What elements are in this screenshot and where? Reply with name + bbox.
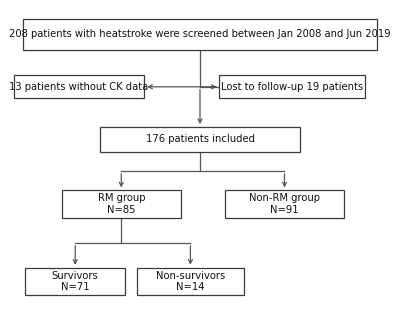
FancyBboxPatch shape [100,127,300,152]
FancyBboxPatch shape [14,75,144,99]
FancyBboxPatch shape [23,19,377,50]
FancyBboxPatch shape [25,268,125,296]
FancyBboxPatch shape [137,268,244,296]
Text: 176 patients included: 176 patients included [146,134,254,144]
FancyBboxPatch shape [62,190,181,218]
Text: Non-survivors
N=14: Non-survivors N=14 [156,271,225,292]
Text: 13 patients without CK data: 13 patients without CK data [10,82,149,92]
FancyBboxPatch shape [225,190,344,218]
Text: Survivors
N=71: Survivors N=71 [52,271,98,292]
Text: Lost to follow-up 19 patients: Lost to follow-up 19 patients [221,82,363,92]
Text: Non-RM group
N=91: Non-RM group N=91 [249,194,320,215]
FancyBboxPatch shape [219,75,365,99]
Text: 208 patients with heatstroke were screened between Jan 2008 and Jun 2019: 208 patients with heatstroke were screen… [9,29,391,39]
Text: RM group
N=85: RM group N=85 [98,194,145,215]
